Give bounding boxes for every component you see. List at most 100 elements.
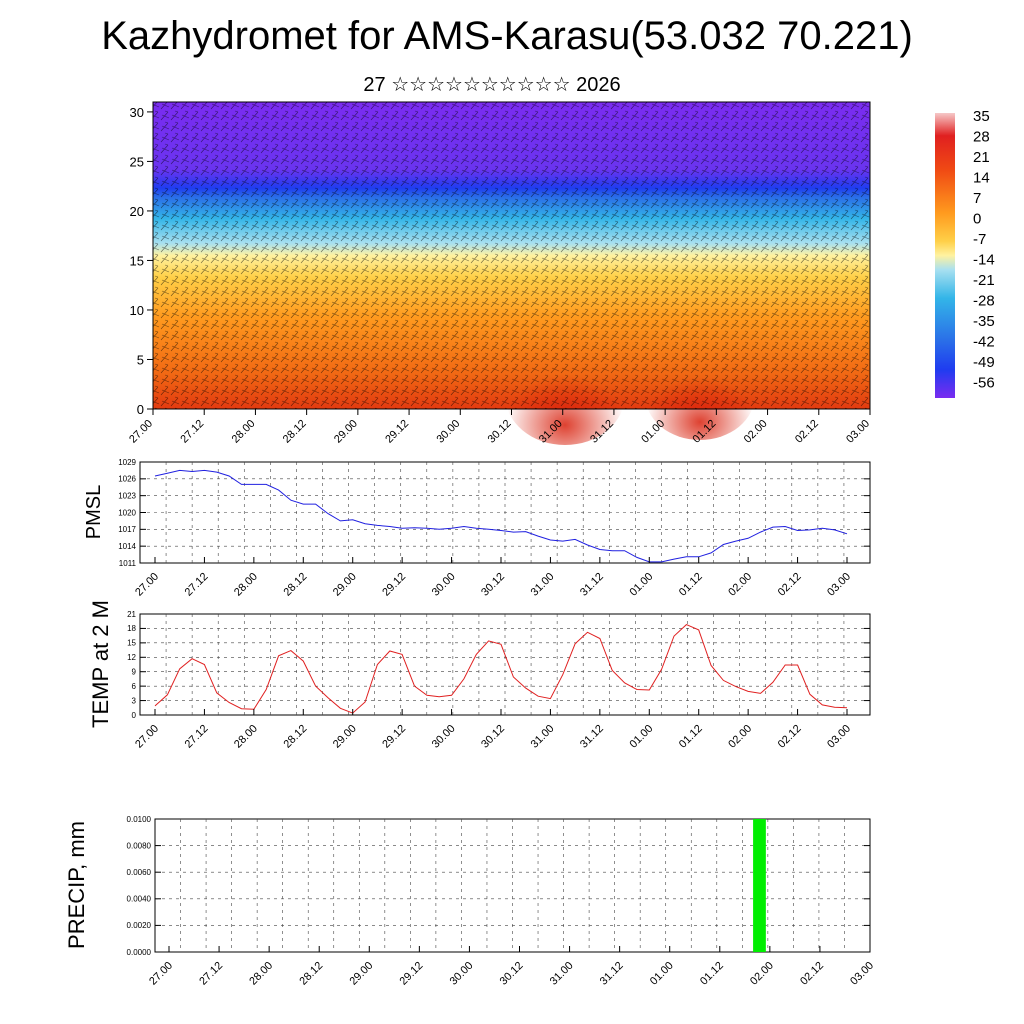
cs-x-tick-label: 27.00 (127, 418, 155, 446)
cross-section-x-axis: 27.00 27.12 28.00 28.12 29.00 29.12 30.00 30.12… (127, 409, 872, 446)
page-subtitle: 27 ☆☆☆☆☆☆☆☆☆☆ 2026 (363, 74, 621, 96)
temp-x-tick-label: 29.12 (380, 723, 408, 751)
precip-x-tick-label: 27.00 (147, 960, 175, 988)
precip-x-tick-label: 30.00 (448, 960, 476, 988)
pmsl-panel: 1011 1014 1017 1020 1023 1026 1029 27.00 27.12 28… (83, 458, 871, 599)
precip-x-tick-label: 03.00 (848, 960, 876, 988)
temp-x-tick-label: 01.00 (627, 723, 655, 751)
temp-axes: 0 3 6 9 12 15 18 21 27.00 27.12 28.00 28.12 29.00 29.… (127, 610, 870, 751)
cs-y-tick-label: 15 (130, 253, 144, 268)
precip-x-tick-label: 29.12 (398, 960, 426, 988)
pmsl-grid (140, 462, 870, 563)
precip-y-tick-label: 0.0060 (127, 868, 152, 877)
precip-x-tick-label: 01.00 (648, 960, 676, 988)
temp-y-tick-label: 18 (127, 624, 136, 633)
precip-y-tick-label: 0.0000 (127, 948, 152, 957)
colorbar-label: 7 (973, 190, 981, 207)
cs-x-tick-label: 03.00 (844, 418, 872, 446)
page-title: Kazhydromet for AMS-Karasu(53.032 70.221… (101, 14, 913, 58)
cs-y-tick-label: 0 (137, 402, 144, 417)
temp-x-tick-label: 01.12 (677, 723, 705, 751)
pmsl-y-tick-label: 1029 (118, 458, 136, 467)
colorbar-label: -7 (973, 231, 986, 248)
cs-x-tick-label: 28.00 (230, 418, 258, 446)
pmsl-x-tick-label: 01.00 (627, 571, 655, 599)
pmsl-x-tick-label: 03.00 (825, 571, 853, 599)
temp-panel: 0 3 6 9 12 15 18 21 27.00 27.12 28.00 28.12 29.00 29.… (88, 600, 871, 751)
temp-x-tick-label: 30.00 (430, 723, 458, 751)
temp-y-tick-label: 9 (132, 668, 137, 677)
colorbar-label: 21 (973, 149, 990, 166)
pmsl-y-tick-label: 1011 (119, 559, 137, 568)
pmsl-x-tick-label: 30.00 (430, 571, 458, 599)
temp-grid (140, 614, 870, 715)
temp-x-tick-label: 03.00 (825, 723, 853, 751)
precip-x-tick-label: 27.12 (197, 960, 225, 988)
temp-series-line (154, 624, 848, 714)
temp-x-tick-label: 30.12 (479, 723, 507, 751)
colorbar-label: -56 (973, 375, 995, 392)
colorbar-label: -28 (973, 293, 995, 310)
pmsl-x-tick-label: 27.12 (183, 571, 211, 599)
temp-x-tick-label: 27.00 (133, 723, 161, 751)
pmsl-x-tick-label: 28.00 (232, 571, 260, 599)
cs-x-tick-label: 30.00 (434, 418, 462, 446)
cs-x-tick-label: 27.12 (178, 418, 206, 446)
precip-x-tick-label: 02.00 (748, 960, 776, 988)
cross-section-y-axis: 0 5 10 15 20 25 30 (130, 105, 153, 417)
cs-y-tick-label: 20 (130, 204, 144, 219)
cs-x-tick-label: 28.12 (281, 418, 309, 446)
pmsl-x-tick-label: 31.00 (529, 571, 557, 599)
temp-y-tick-label: 0 (132, 711, 137, 720)
temp-ylabel: TEMP at 2 M (88, 600, 113, 728)
precip-x-tick-label: 29.00 (347, 960, 375, 988)
cs-y-tick-label: 30 (130, 105, 144, 120)
temp-x-tick-label: 28.12 (281, 723, 309, 751)
temp-x-tick-label: 28.00 (232, 723, 260, 751)
cs-x-tick-label: 29.12 (383, 418, 411, 446)
pmsl-y-tick-label: 1026 (118, 475, 136, 484)
precip-x-tick-label: 01.12 (698, 960, 726, 988)
temp-y-tick-label: 15 (127, 639, 136, 648)
pmsl-y-tick-label: 1020 (118, 508, 136, 517)
pmsl-y-tick-label: 1017 (118, 525, 136, 534)
cs-x-tick-label: 29.00 (332, 418, 360, 446)
pmsl-x-tick-label: 02.00 (726, 571, 754, 599)
colorbar-label: -14 (973, 252, 995, 269)
cs-x-tick-label: 02.12 (793, 418, 821, 446)
colorbar-ramp (935, 113, 955, 398)
pmsl-y-tick-label: 1014 (118, 542, 136, 551)
precip-x-tick-label: 31.00 (548, 960, 576, 988)
pmsl-x-tick-label: 02.12 (776, 571, 804, 599)
precip-x-tick-label: 28.00 (247, 960, 275, 988)
precip-y-tick-label: 0.0040 (127, 895, 152, 904)
pmsl-x-tick-label: 31.12 (578, 571, 606, 599)
colorbar-label: -21 (973, 272, 995, 289)
colorbar-label: -49 (973, 354, 995, 371)
pmsl-x-tick-label: 01.12 (677, 571, 705, 599)
pmsl-series-line (154, 469, 848, 563)
cs-y-tick-label: 10 (130, 303, 144, 318)
temp-x-tick-label: 02.12 (776, 723, 804, 751)
colorbar-label: -35 (973, 313, 995, 330)
precip-y-tick-label: 0.0020 (127, 921, 152, 930)
cross-section-panel: 0 5 10 15 20 25 30 27.00 27.12 28.00 28.12 29.00 29… (127, 101, 872, 446)
colorbar-label: -42 (973, 334, 995, 351)
pmsl-x-tick-label: 30.12 (479, 571, 507, 599)
pmsl-x-tick-label: 29.00 (331, 571, 359, 599)
temp-y-tick-label: 3 (132, 696, 137, 705)
pmsl-ylabel: PMSL (83, 485, 105, 539)
precip-y-tick-label: 0.0080 (127, 841, 152, 850)
colorbar-labels: 35 28 21 14 7 0 -7 -14 -21 -28 -35 -42 -49 -56 (973, 108, 995, 392)
pmsl-x-tick-label: 28.12 (281, 571, 309, 599)
precip-bars (753, 819, 766, 952)
colorbar-label: 0 (973, 211, 981, 228)
precip-y-tick-label: 0.0100 (127, 815, 152, 824)
cs-x-tick-label: 02.00 (742, 418, 770, 446)
cs-y-tick-label: 5 (137, 352, 144, 367)
temp-x-tick-label: 29.00 (331, 723, 359, 751)
temp-y-tick-label: 6 (132, 682, 137, 691)
precip-panel: 0.0000 0.0020 0.0040 0.0060 0.0080 0.0100 27.0… (64, 815, 876, 988)
colorbar-label: 35 (973, 108, 990, 125)
